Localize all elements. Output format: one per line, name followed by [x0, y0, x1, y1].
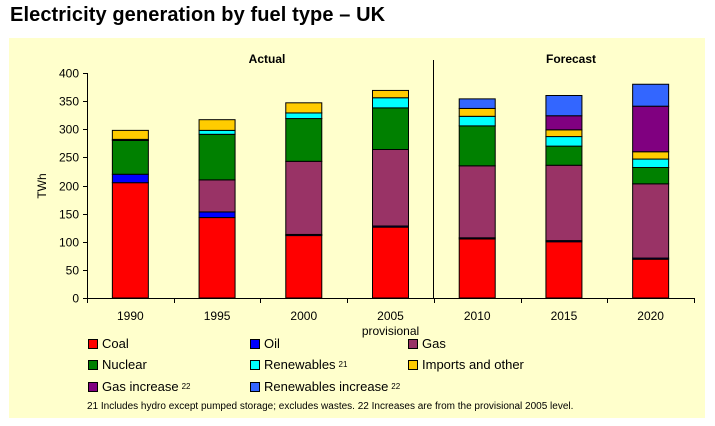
x-tick-label: 2000	[290, 309, 317, 323]
bar-segment-gas	[458, 165, 496, 239]
bar-segment-imports-and-other	[198, 119, 236, 131]
legend-item: Imports and other	[408, 357, 524, 372]
y-tick-label: 300	[59, 123, 79, 137]
bar-segment-nuclear	[632, 167, 670, 185]
legend-footnote-ref: 21	[338, 360, 348, 369]
bar-segment-renewables-increase	[545, 95, 583, 117]
legend-footnote-ref: 22	[391, 382, 401, 391]
x-tick-label: 1995	[204, 309, 231, 323]
bar-segment-gas	[372, 149, 409, 227]
bar-segment-renewables	[632, 158, 670, 168]
legend-item: Oil	[250, 336, 280, 351]
legend-item: Gas	[408, 336, 446, 351]
x-tick-label: 1990	[117, 309, 144, 323]
bar-segment-nuclear	[372, 107, 409, 150]
legend-swatch	[88, 381, 98, 392]
x-tick-label: 2010	[464, 309, 491, 323]
legend-label: Coal	[102, 336, 129, 351]
bar-segment-renewables-increase	[632, 83, 670, 107]
legend-item: Coal	[88, 336, 129, 351]
legend-swatch	[250, 338, 260, 349]
legend-swatch	[408, 359, 418, 370]
legend-label: Renewables	[264, 357, 336, 372]
bar-segment-gas	[545, 164, 583, 242]
y-tick-label: 150	[59, 208, 79, 222]
y-axis: 0 50 100 150 200 250 300 350 400	[59, 67, 88, 306]
bar-segment-imports-and-other	[372, 89, 409, 99]
x-tick-sublabel: provisional	[362, 324, 419, 338]
footnote: 21 Includes hydro except pumped storage;…	[87, 401, 574, 412]
y-tick-label: 200	[59, 180, 79, 194]
legend-item: Nuclear	[88, 357, 147, 372]
bar-segment-gas	[632, 183, 670, 259]
bar-segment-gas-increase	[632, 105, 670, 153]
bar-segment-coal	[285, 235, 323, 299]
legend-swatch	[250, 381, 260, 392]
y-tick-label: 100	[59, 236, 79, 250]
bar-segment-renewables	[198, 129, 236, 135]
y-tick-label: 0	[72, 292, 79, 306]
legend-footnote-ref: 22	[181, 382, 191, 391]
bar-segment-nuclear	[111, 140, 149, 175]
bar-segment-nuclear	[545, 145, 583, 166]
y-tick-label: 250	[59, 151, 79, 165]
legend-label: Gas increase	[102, 379, 179, 394]
bar-segment-renewables	[285, 112, 323, 120]
legend-item: Renewables increase 22	[250, 379, 400, 394]
legend-label: Gas	[422, 336, 446, 351]
bar-segment-renewables-increase	[458, 98, 496, 109]
bar-segment-renewables	[372, 97, 409, 109]
section-label-actual: Actual	[249, 52, 286, 66]
y-tick-label: 350	[59, 95, 79, 109]
bar-segment-nuclear	[285, 118, 323, 162]
bar-segment-renewables	[458, 115, 496, 127]
x-tick-label: 2020	[637, 309, 664, 323]
bar-segment-gas-increase	[545, 115, 583, 131]
bar-segment-oil	[111, 173, 149, 184]
bar-segment-coal	[632, 258, 670, 299]
bar-segment-renewables	[545, 136, 583, 147]
legend-label: Renewables increase	[264, 379, 389, 394]
legend-swatch	[88, 338, 98, 349]
legend-swatch	[408, 338, 418, 349]
bar-segment-gas	[285, 160, 323, 235]
y-tick-label: 400	[59, 67, 79, 81]
bar-segment-coal	[458, 238, 496, 299]
bar-segment-imports-and-other	[632, 151, 670, 160]
bar-segment-imports-and-other	[458, 107, 496, 117]
bar-segment-gas	[198, 179, 236, 213]
legend-item: Renewables 21	[250, 357, 347, 372]
x-tick-label: 2005	[377, 309, 404, 323]
y-tick-label: 50	[66, 264, 80, 278]
legend-label: Oil	[264, 336, 280, 351]
bar-segment-imports-and-other	[111, 129, 149, 140]
legend-label: Imports and other	[422, 357, 524, 372]
section-label-forecast: Forecast	[546, 52, 596, 66]
legend-swatch	[250, 359, 260, 370]
bar-segment-imports-and-other	[285, 102, 323, 114]
x-tick-label: 2015	[551, 309, 578, 323]
bar-segment-coal	[372, 226, 409, 299]
bar-segment-oil	[198, 211, 236, 219]
legend-item: Gas increase 22	[88, 379, 191, 394]
bar-segment-coal	[198, 217, 236, 299]
bar-segment-nuclear	[458, 125, 496, 167]
bar-segment-nuclear	[198, 133, 236, 181]
bars	[111, 83, 670, 299]
bar-segment-imports-and-other	[545, 129, 583, 138]
legend-label: Nuclear	[102, 357, 147, 372]
bar-segment-coal	[111, 182, 149, 299]
page-title: Electricity generation by fuel type – UK	[10, 4, 386, 26]
y-axis-label: TWh	[35, 173, 49, 198]
legend-swatch	[88, 359, 98, 370]
bar-segment-coal	[545, 241, 583, 299]
